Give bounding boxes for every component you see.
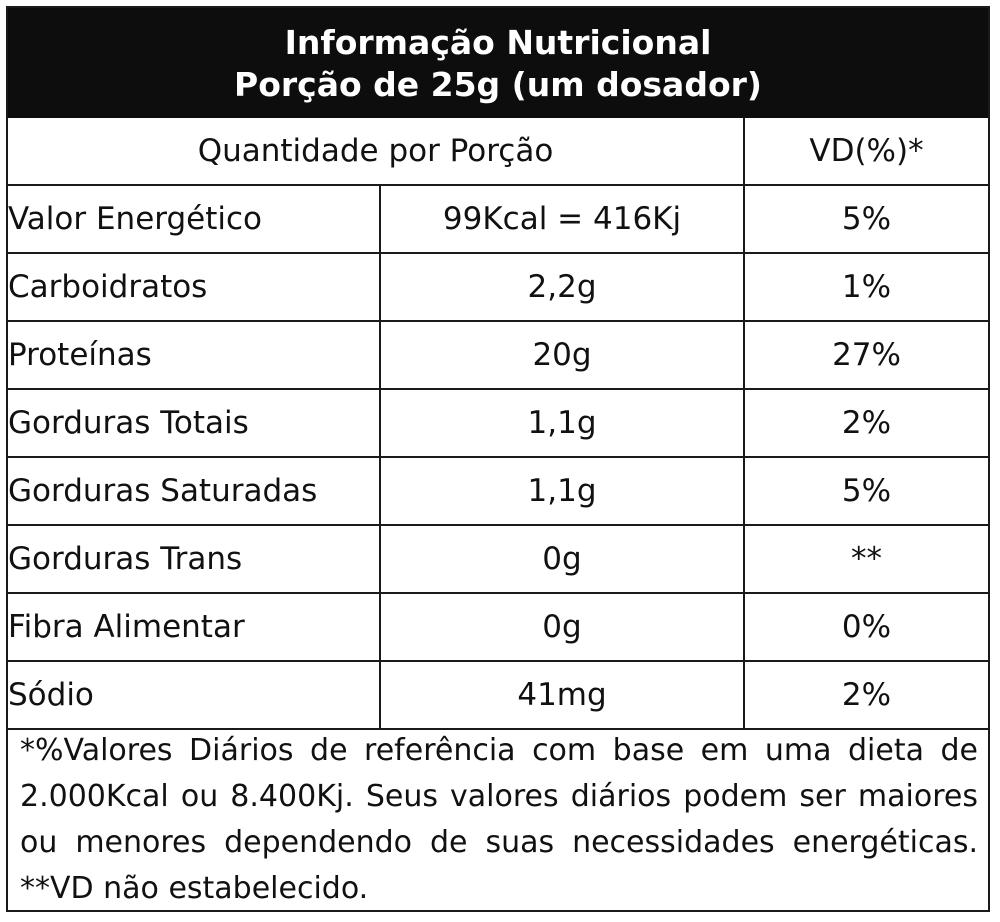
- nutrition-table: Quantidade por Porção VD(%)* Valor Energ…: [8, 118, 989, 730]
- nutrient-daily-value: 2%: [743, 660, 989, 730]
- nutrient-daily-value: **: [743, 524, 989, 594]
- footnote: *%Valores Diários de referência com base…: [20, 733, 978, 906]
- table-row: Gorduras Trans 0g **: [8, 524, 989, 594]
- nutrient-amount: 0g: [378, 592, 746, 662]
- daily-value-header: VD(%)*: [743, 118, 989, 186]
- nutrient-label: Gorduras Totais: [8, 388, 381, 458]
- nutrient-amount: 2,2g: [378, 252, 746, 322]
- nutrient-amount: 1,1g: [378, 388, 746, 458]
- nutrient-amount: 0g: [378, 524, 746, 594]
- nutrient-daily-value: 5%: [743, 456, 989, 526]
- quantity-per-serving-header: Quantidade por Porção: [8, 118, 746, 186]
- nutrient-label: Valor Energético: [8, 184, 381, 254]
- nutrient-daily-value: 2%: [743, 388, 989, 458]
- table-row: Gorduras Totais 1,1g 2%: [8, 388, 989, 458]
- table-row: Valor Energético 99Kcal = 416Kj 5%: [8, 184, 989, 254]
- serving-size: Porção de 25g (um dosador): [234, 65, 762, 104]
- nutrition-title: Informação Nutricional: [284, 23, 712, 62]
- table-row: Carboidratos 2,2g 1%: [8, 252, 989, 322]
- nutrient-label: Proteínas: [8, 320, 381, 390]
- nutrient-daily-value: 27%: [743, 320, 989, 390]
- nutrient-label: Fibra Alimentar: [8, 592, 381, 662]
- nutrient-label: Carboidratos: [8, 252, 381, 322]
- nutrition-facts-panel: Informação Nutricional Porção de 25g (um…: [6, 6, 990, 912]
- nutrition-header: Informação Nutricional Porção de 25g (um…: [8, 8, 988, 118]
- nutrient-amount: 99Kcal = 416Kj: [378, 184, 746, 254]
- nutrient-daily-value: 5%: [743, 184, 989, 254]
- table-row: Fibra Alimentar 0g 0%: [8, 592, 989, 662]
- table-row: Proteínas 20g 27%: [8, 320, 989, 390]
- table-header-row: Quantidade por Porção VD(%)*: [8, 118, 989, 186]
- nutrient-amount: 41mg: [378, 660, 746, 730]
- nutrient-amount: 20g: [378, 320, 746, 390]
- nutrient-daily-value: 0%: [743, 592, 989, 662]
- nutrient-daily-value: 1%: [743, 252, 989, 322]
- nutrient-amount: 1,1g: [378, 456, 746, 526]
- table-row: Gorduras Saturadas 1,1g 5%: [8, 456, 989, 526]
- nutrient-label: Gorduras Saturadas: [8, 456, 381, 526]
- nutrient-label: Gorduras Trans: [8, 524, 381, 594]
- table-row: Sódio 41mg 2%: [8, 660, 989, 730]
- nutrient-label: Sódio: [8, 660, 381, 730]
